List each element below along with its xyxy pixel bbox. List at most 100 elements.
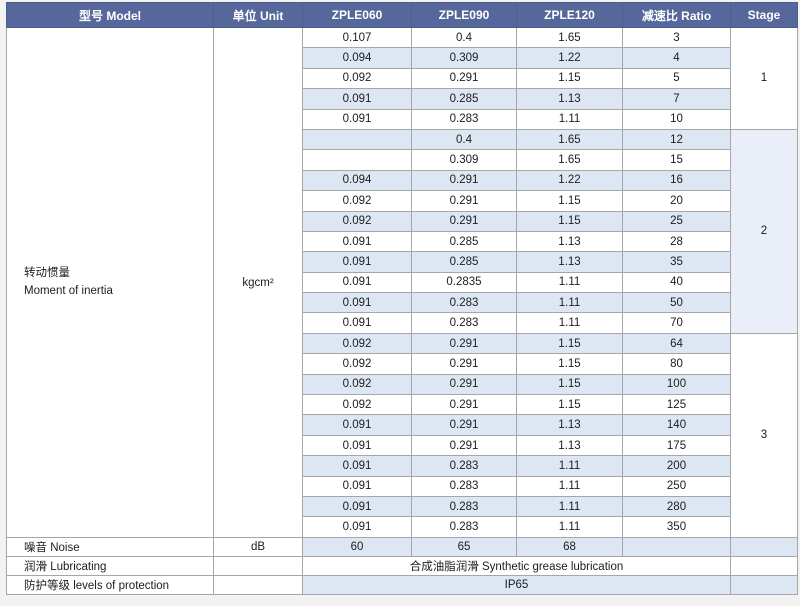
cell-ratio: 20	[622, 190, 731, 212]
inertia-row: 0.092 0.291 1.15 80	[7, 353, 798, 375]
col-header-model: 型号 Model	[6, 2, 214, 28]
cell-zple060: 0.092	[302, 353, 412, 375]
cell-zple060	[302, 128, 412, 151]
cell-zple090: 0.4	[411, 128, 517, 151]
protection-unit-cell	[213, 575, 303, 595]
cell-zple120: 1.13	[516, 414, 623, 436]
cell-ratio: 175	[622, 434, 731, 457]
lubricating-unit-cell	[213, 556, 303, 576]
cell-zple120: 1.11	[516, 495, 623, 518]
col-header-unit: 单位 Unit	[213, 2, 303, 28]
cell-zple060: 0.092	[302, 373, 412, 396]
cell-ratio: 50	[622, 292, 731, 314]
cell-zple120: 1.65	[516, 149, 623, 171]
inertia-row: 0.094 0.309 1.22 4	[7, 47, 798, 69]
inertia-row: 0.092 0.291 1.15 25	[7, 210, 798, 232]
cell-zple060: 0.092	[302, 332, 412, 355]
cell-zple090: 0.283	[411, 312, 517, 334]
noise-row: 噪音 Noise dB 60 65 68	[6, 537, 798, 557]
cell-zple090: 0.283	[411, 108, 517, 130]
cell-zple060: 0.107	[302, 26, 412, 49]
cell-zple060: 0.091	[302, 434, 412, 457]
cell-zple060	[302, 149, 412, 171]
noise-zple060-cell: 60	[302, 537, 412, 557]
inertia-row: 0.091 0.283 1.11 250	[7, 475, 798, 497]
protection-value-cell: IP65	[302, 575, 731, 595]
inertia-row: 0.092 0.291 1.15 100	[7, 373, 798, 396]
inertia-label-cell: 转动惯量 Moment of inertia	[6, 27, 214, 538]
noise-unit-cell: dB	[213, 537, 303, 557]
cell-zple060: 0.091	[302, 271, 412, 294]
cell-zple090: 0.309	[411, 149, 517, 171]
col-header-zple060: ZPLE060	[302, 2, 412, 28]
cell-zple060: 0.094	[302, 47, 412, 69]
cell-zple090: 0.291	[411, 394, 517, 416]
cell-zple120: 1.13	[516, 230, 623, 253]
cell-zple090: 0.283	[411, 495, 517, 518]
cell-zple120: 1.11	[516, 455, 623, 477]
lubricating-label-cell: 润滑 Lubricating	[6, 556, 214, 576]
cell-zple120: 1.11	[516, 271, 623, 294]
cell-zple120: 1.22	[516, 47, 623, 69]
inertia-unit-cell: kgcm²	[213, 27, 303, 538]
inertia-row: 0.094 0.291 1.22 16	[7, 169, 798, 192]
cell-zple060: 0.092	[302, 190, 412, 212]
cell-zple090: 0.283	[411, 475, 517, 497]
cell-zple120: 1.15	[516, 190, 623, 212]
spec-table: 型号 Model 单位 Unit ZPLE060 ZPLE090 ZPLE120…	[6, 2, 798, 595]
cell-ratio: 125	[622, 394, 731, 416]
cell-zple120: 1.13	[516, 88, 623, 110]
cell-zple120: 1.22	[516, 169, 623, 192]
cell-ratio: 10	[622, 108, 731, 130]
cell-ratio: 3	[622, 26, 731, 49]
cell-zple120: 1.15	[516, 332, 623, 355]
cell-zple120: 1.11	[516, 292, 623, 314]
stage-2-cell: 2	[730, 128, 798, 334]
protection-label-cell: 防护等级 levels of protection	[6, 575, 214, 595]
noise-zple120-cell: 68	[516, 537, 623, 557]
cell-zple090: 0.291	[411, 210, 517, 232]
inertia-row: 0.091 0.283 1.11 50	[7, 292, 798, 314]
cell-zple090: 0.291	[411, 414, 517, 436]
cell-zple120: 1.15	[516, 210, 623, 232]
cell-zple090: 0.291	[411, 190, 517, 212]
cell-ratio: 40	[622, 271, 731, 294]
cell-ratio: 70	[622, 312, 731, 334]
header-row: 型号 Model 单位 Unit ZPLE060 ZPLE090 ZPLE120…	[6, 2, 798, 28]
cell-zple120: 1.15	[516, 394, 623, 416]
cell-zple060: 0.091	[302, 312, 412, 334]
cell-zple120: 1.13	[516, 251, 623, 273]
cell-zple090: 0.291	[411, 332, 517, 355]
cell-zple090: 0.283	[411, 292, 517, 314]
inertia-row: 0.091 0.285 1.13 28	[7, 230, 798, 253]
protection-row: 防护等级 levels of protection IP65	[6, 575, 798, 595]
cell-zple090: 0.2835	[411, 271, 517, 294]
noise-label-cell: 噪音 Noise	[6, 537, 214, 557]
noise-stage-cell	[730, 537, 798, 557]
cell-ratio: 350	[622, 516, 731, 538]
cell-zple060: 0.092	[302, 394, 412, 416]
cell-zple120: 1.11	[516, 312, 623, 334]
cell-ratio: 35	[622, 251, 731, 273]
cell-ratio: 5	[622, 67, 731, 90]
cell-zple120: 1.15	[516, 373, 623, 396]
cell-zple090: 0.291	[411, 373, 517, 396]
cell-zple060: 0.091	[302, 516, 412, 538]
cell-ratio: 140	[622, 414, 731, 436]
inertia-row: 转动惯量 Moment of inertia kgcm² 0.107 0.4 1…	[6, 26, 798, 538]
inertia-row: 0.091 0.285 1.13 35	[7, 251, 798, 273]
cell-zple090: 0.309	[411, 47, 517, 69]
cell-ratio: 7	[622, 88, 731, 110]
col-header-zple090: ZPLE090	[411, 2, 517, 28]
inertia-row: 0.091 0.285 1.13 7	[7, 88, 798, 110]
cell-ratio: 16	[622, 169, 731, 192]
col-header-stage: Stage	[730, 2, 798, 28]
stage-3-cell: 3	[730, 332, 798, 539]
inertia-row: 0.091 0.283 1.11 200	[7, 455, 798, 477]
cell-zple090: 0.285	[411, 230, 517, 253]
cell-zple060: 0.091	[302, 292, 412, 314]
lubricating-row: 润滑 Lubricating 合成油脂润滑 Synthetic grease l…	[6, 556, 798, 576]
cell-ratio: 250	[622, 475, 731, 497]
cell-ratio: 100	[622, 373, 731, 396]
cell-ratio: 4	[622, 47, 731, 69]
